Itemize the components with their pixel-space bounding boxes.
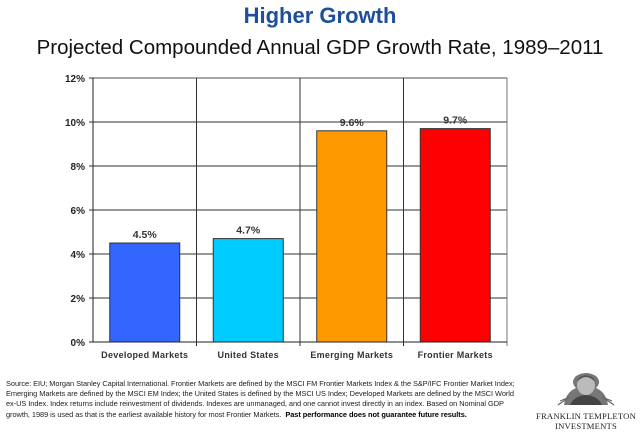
y-tick-label: 4% — [71, 250, 86, 261]
data-label: 4.5% — [133, 229, 158, 241]
y-tick-label: 0% — [71, 338, 86, 349]
data-label: 4.7% — [236, 225, 261, 237]
bars — [109, 128, 491, 343]
bar — [419, 128, 491, 343]
data-label: 9.6% — [340, 117, 365, 129]
source-footnote: Source: EIU; Morgan Stanley Capital Inte… — [6, 379, 526, 420]
data-label: 9.7% — [443, 115, 468, 127]
footnote-text: Source: EIU; Morgan Stanley Capital Inte… — [6, 379, 515, 419]
chart-subtitle: Projected Compounded Annual GDP Growth R… — [36, 36, 604, 59]
y-tick-label: 12% — [65, 74, 85, 85]
logo-line-1: FRANKLIN TEMPLETON — [536, 411, 636, 421]
category-label: Frontier Markets — [418, 350, 493, 360]
y-tick-label: 10% — [65, 118, 85, 129]
logo-line-2: INVESTMENTS — [555, 421, 617, 431]
bar — [212, 238, 284, 343]
bar — [316, 130, 388, 343]
category-label: Emerging Markets — [310, 350, 393, 360]
portrait-emblem-icon — [557, 373, 615, 406]
category-label: Developed Markets — [101, 350, 188, 360]
franklin-templeton-logo: FRANKLIN TEMPLETON INVESTMENTS — [536, 372, 636, 431]
bar-chart: 0% 2% 4% 6% 8% 10% 12% 4.5% Developed Markets 4.7… — [65, 74, 508, 360]
category-label: United States — [218, 350, 279, 360]
y-tick-label: 2% — [71, 294, 86, 305]
chart-heading: Higher Growth — [243, 3, 397, 28]
disclaimer-text: Past performance does not guarantee futu… — [285, 409, 467, 419]
y-tick-label: 8% — [71, 162, 86, 173]
bar — [109, 242, 181, 343]
y-tick-label: 6% — [71, 206, 86, 217]
labels: 0% 2% 4% 6% 8% 10% 12% 4.5% Developed Markets 4.7… — [65, 74, 493, 360]
axes — [89, 77, 507, 343]
